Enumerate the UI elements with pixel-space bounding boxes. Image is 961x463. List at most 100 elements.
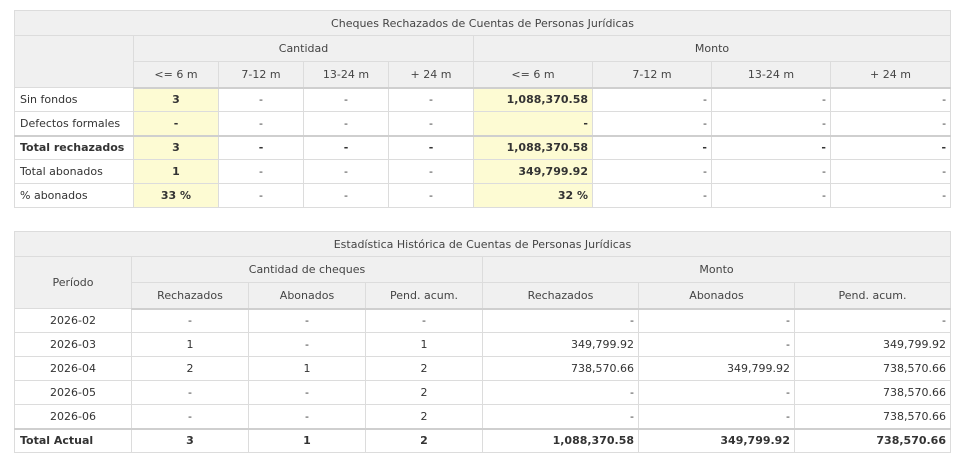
column-header: + 24 m xyxy=(388,61,474,89)
table-cell: - xyxy=(794,308,951,333)
row-label: Sin fondos xyxy=(14,87,134,112)
table-cell: - xyxy=(711,87,831,112)
table-cell: - xyxy=(711,134,831,160)
table-cell: 738,570.66 xyxy=(794,404,951,429)
table-row: Defectos formales - - - - - - - - xyxy=(14,111,952,136)
table-cell: - xyxy=(482,404,639,429)
table-cell: - xyxy=(218,134,304,160)
periodo-cell: 2026-02 xyxy=(14,308,132,333)
table-cell: - xyxy=(829,134,952,160)
table-cell: - xyxy=(303,111,389,136)
table-cell: - xyxy=(592,159,712,184)
table-cell: 1,088,370.58 xyxy=(473,134,593,160)
row-label-header xyxy=(14,35,134,88)
column-header: <= 6 m xyxy=(133,61,219,89)
table-cell: 349,799.92 xyxy=(638,356,795,381)
column-header: Abonados xyxy=(248,282,366,310)
rejected-checks-table: Cheques Rechazados de Cuentas de Persona… xyxy=(13,10,952,208)
table-cell: - xyxy=(482,308,639,333)
table-cell: 738,570.66 xyxy=(794,427,951,453)
table-cell: 2 xyxy=(365,356,483,381)
table-cell: - xyxy=(638,404,795,429)
periodo-cell: 2026-04 xyxy=(14,356,132,381)
table-cell: - xyxy=(592,111,712,136)
column-header: Pend. acum. xyxy=(794,282,951,310)
group-header-cantidad: Cantidad de cheques xyxy=(131,256,483,283)
table-cell: - xyxy=(482,380,639,405)
column-header: 13-24 m xyxy=(711,61,831,89)
table-cell: 33 % xyxy=(133,183,219,208)
table-cell: 1 xyxy=(131,332,249,357)
table-cell: 1 xyxy=(133,159,219,184)
table-cell: 349,799.92 xyxy=(473,159,593,184)
periodo-cell: 2026-05 xyxy=(14,380,132,405)
table-cell: - xyxy=(711,111,831,136)
table-cell: - xyxy=(473,111,593,136)
column-header: + 24 m xyxy=(829,61,952,89)
table-row: 2026-06 - - 2 - - 738,570.66 xyxy=(14,404,951,429)
column-header: 13-24 m xyxy=(303,61,389,89)
group-header-cantidad: Cantidad xyxy=(133,35,474,62)
table-cell: 2 xyxy=(131,356,249,381)
table-cell: - xyxy=(303,159,389,184)
column-header: Pend. acum. xyxy=(365,282,483,310)
column-header: Rechazados xyxy=(131,282,249,310)
table-cell: 3 xyxy=(131,427,249,453)
table-cell: - xyxy=(248,380,366,405)
table-title: Cheques Rechazados de Cuentas de Persona… xyxy=(13,10,952,36)
table-cell: 2 xyxy=(365,404,483,429)
column-header: <= 6 m xyxy=(473,61,593,89)
table-cell: 3 xyxy=(133,134,219,160)
column-header: 7-12 m xyxy=(218,61,304,89)
row-label: Total abonados xyxy=(14,159,134,184)
table-cell: 1 xyxy=(248,356,366,381)
table-cell: 2 xyxy=(365,427,483,453)
table-cell: - xyxy=(638,332,795,357)
table-cell: - xyxy=(829,159,952,184)
table-cell: - xyxy=(829,183,952,208)
total-label: Total Actual xyxy=(14,427,132,453)
periodo-cell: 2026-03 xyxy=(14,332,132,357)
group-header-monto: Monto xyxy=(472,35,952,62)
table-cell: - xyxy=(131,308,249,333)
table-cell: - xyxy=(303,183,389,208)
table-cell: - xyxy=(133,111,219,136)
table-row: % abonados 33 % - - - 32 % - - - xyxy=(14,183,952,208)
table-cell: - xyxy=(638,308,795,333)
table-row: 2026-05 - - 2 - - 738,570.66 xyxy=(14,380,951,405)
table-cell: - xyxy=(218,111,304,136)
table-cell: 1 xyxy=(365,332,483,357)
table-row: Sin fondos 3 - - - 1,088,370.58 - - - xyxy=(14,87,952,112)
table-cell: 738,570.66 xyxy=(794,380,951,405)
table-cell: - xyxy=(592,134,712,160)
periodo-cell: 2026-06 xyxy=(14,404,132,429)
table-cell: - xyxy=(638,380,795,405)
table-cell: 349,799.92 xyxy=(482,332,639,357)
table-row: 2026-02 - - - - - - xyxy=(14,308,951,333)
column-header: 7-12 m xyxy=(592,61,712,89)
table-cell: 2 xyxy=(365,380,483,405)
table-cell: - xyxy=(248,404,366,429)
table-cell: - xyxy=(829,111,952,136)
table-row: 2026-04 2 1 2 738,570.66 349,799.92 738,… xyxy=(14,356,951,381)
table-cell: 1,088,370.58 xyxy=(473,87,593,112)
table-cell: - xyxy=(218,159,304,184)
table-cell: 349,799.92 xyxy=(794,332,951,357)
table-cell: 738,570.66 xyxy=(794,356,951,381)
table-cell: - xyxy=(303,87,389,112)
column-header: Rechazados xyxy=(482,282,639,310)
historical-stats-table: Estadística Histórica de Cuentas de Pers… xyxy=(14,231,951,453)
group-header-monto: Monto xyxy=(482,256,951,283)
column-header: Abonados xyxy=(638,282,795,310)
table-cell: - xyxy=(131,380,249,405)
table-cell: 349,799.92 xyxy=(638,427,795,453)
table-cell: - xyxy=(592,87,712,112)
row-label: Total rechazados xyxy=(14,134,134,160)
table-cell: 738,570.66 xyxy=(482,356,639,381)
table-cell: 1,088,370.58 xyxy=(482,427,639,453)
table-cell: - xyxy=(711,183,831,208)
row-label: % abonados xyxy=(14,183,134,208)
table-cell: - xyxy=(388,134,474,160)
table-cell: - xyxy=(131,404,249,429)
table-row: Total abonados 1 - - - 349,799.92 - - - xyxy=(14,159,952,184)
